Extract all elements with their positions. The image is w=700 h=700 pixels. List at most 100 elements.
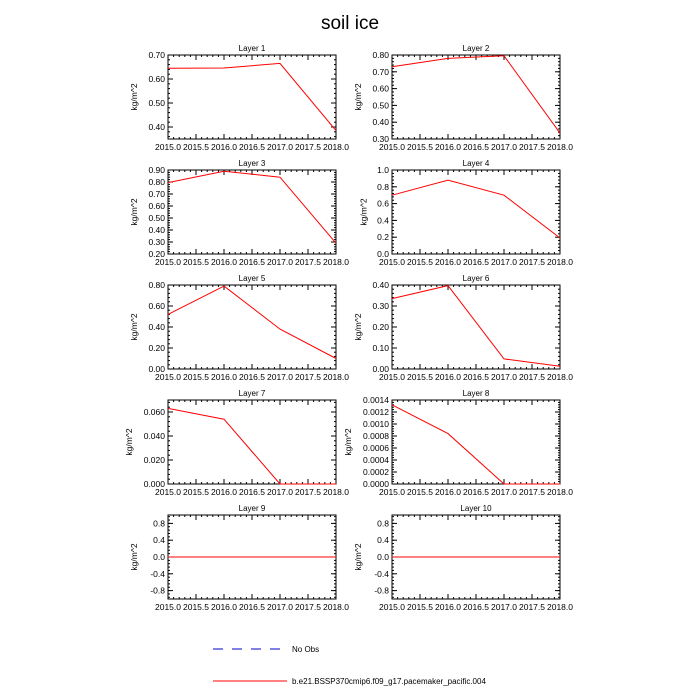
y-tick-label: 0.50 bbox=[148, 98, 165, 108]
series-line bbox=[391, 404, 560, 485]
y-axis-label: kg/m^2 bbox=[343, 428, 353, 455]
x-tick-label: 2015.0 bbox=[155, 372, 181, 382]
y-tick-label: 0.90 bbox=[148, 165, 165, 175]
panel-title: Layer 10 bbox=[460, 504, 492, 513]
x-tick-label: 2017.5 bbox=[295, 372, 321, 382]
y-tick-label: 0.40 bbox=[372, 117, 389, 127]
panel-title: Layer 2 bbox=[463, 44, 490, 53]
series-line bbox=[167, 170, 337, 244]
x-tick-label: 2016.5 bbox=[239, 142, 265, 152]
x-tick-label: 2017.0 bbox=[267, 372, 293, 382]
x-tick-label: 2015.5 bbox=[183, 487, 209, 497]
x-tick-label: 2017.5 bbox=[295, 487, 321, 497]
x-tick-label: 2016.5 bbox=[463, 257, 489, 267]
y-tick-label: 0.30 bbox=[372, 301, 389, 311]
x-tick-label: 2017.0 bbox=[267, 257, 293, 267]
x-tick-label: 2016.0 bbox=[211, 487, 237, 497]
x-tick-label: 2015.5 bbox=[183, 142, 209, 152]
y-tick-label: 0.60 bbox=[372, 84, 389, 94]
x-tick-label: 2016.5 bbox=[463, 602, 489, 612]
y-tick-label: 0.8 bbox=[153, 518, 165, 528]
y-tick-label: -0.4 bbox=[150, 569, 165, 579]
legend: No Obs b.e21.BSSP370cmip6.f09_g17.pacemak… bbox=[213, 645, 486, 686]
x-tick-label: 2015.0 bbox=[379, 372, 405, 382]
x-tick-label: 2016.0 bbox=[211, 602, 237, 612]
x-tick-label: 2015.5 bbox=[183, 372, 209, 382]
x-tick-label: 2017.5 bbox=[519, 142, 545, 152]
y-axis-label: kg/m^2 bbox=[129, 313, 139, 340]
y-tick-label: 0.40 bbox=[148, 322, 165, 332]
x-tick-label: 2016.5 bbox=[239, 602, 265, 612]
y-tick-label: 0.20 bbox=[148, 343, 165, 353]
y-tick-label: 0.80 bbox=[148, 280, 165, 290]
y-tick-label: 0.0000 bbox=[363, 479, 389, 489]
x-tick-label: 2015.5 bbox=[407, 257, 433, 267]
y-tick-label: 0.4 bbox=[377, 215, 389, 225]
y-tick-label: 0.70 bbox=[372, 67, 389, 77]
x-tick-label: 2016.5 bbox=[239, 372, 265, 382]
y-tick-label: 0.8 bbox=[377, 182, 389, 192]
y-tick-label: 0.80 bbox=[372, 50, 389, 60]
y-tick-label: 0.00 bbox=[372, 364, 389, 374]
x-tick-label: 2016.0 bbox=[435, 487, 461, 497]
y-tick-label: 0.60 bbox=[148, 74, 165, 84]
panel-title: Layer 9 bbox=[239, 504, 266, 513]
x-tick-label: 2017.5 bbox=[295, 602, 321, 612]
y-axis-label: kg/m^2 bbox=[124, 428, 134, 455]
plot-frame bbox=[391, 284, 561, 370]
y-tick-label: 0.50 bbox=[148, 213, 165, 223]
panel-title: Layer 5 bbox=[239, 274, 266, 283]
x-tick-label: 2015.0 bbox=[379, 487, 405, 497]
x-tick-label: 2017.5 bbox=[519, 372, 545, 382]
y-tick-label: 0.0002 bbox=[363, 467, 389, 477]
y-tick-label: 0.020 bbox=[144, 455, 166, 465]
y-tick-label: 0.40 bbox=[148, 122, 165, 132]
x-tick-label: 2018.0 bbox=[323, 372, 349, 382]
x-tick-label: 2017.5 bbox=[519, 602, 545, 612]
x-tick-label: 2017.5 bbox=[519, 257, 545, 267]
x-tick-label: 2016.0 bbox=[435, 142, 461, 152]
y-tick-label: 0.30 bbox=[372, 134, 389, 144]
plot-frame bbox=[391, 169, 561, 255]
x-tick-label: 2015.0 bbox=[155, 602, 181, 612]
figure-title: soil ice bbox=[321, 13, 379, 34]
x-tick-label: 2015.5 bbox=[407, 142, 433, 152]
x-tick-label: 2017.0 bbox=[491, 487, 517, 497]
panel-title: Layer 6 bbox=[463, 274, 490, 283]
series-line bbox=[391, 285, 561, 367]
x-tick-label: 2017.0 bbox=[267, 487, 293, 497]
y-tick-label: 0.40 bbox=[148, 225, 165, 235]
y-tick-label: 0.0014 bbox=[363, 395, 389, 405]
x-tick-label: 2016.0 bbox=[435, 602, 461, 612]
x-tick-label: 2015.0 bbox=[379, 602, 405, 612]
y-tick-label: 0.70 bbox=[148, 189, 165, 199]
x-tick-label: 2015.0 bbox=[379, 257, 405, 267]
x-tick-label: 2017.0 bbox=[267, 602, 293, 612]
y-tick-label: 0.80 bbox=[148, 177, 165, 187]
y-tick-label: -0.4 bbox=[374, 569, 389, 579]
y-axis-label: kg/m^2 bbox=[129, 198, 139, 225]
y-tick-label: 0.20 bbox=[148, 249, 165, 259]
y-axis-label: kg/m^2 bbox=[129, 543, 139, 570]
x-tick-label: 2017.5 bbox=[295, 257, 321, 267]
y-tick-label: 0.0012 bbox=[363, 407, 389, 417]
x-tick-label: 2016.0 bbox=[435, 372, 461, 382]
y-tick-label: 0.0 bbox=[377, 249, 389, 259]
series-line bbox=[167, 285, 337, 359]
plot-frame bbox=[167, 54, 337, 140]
panel-title: Layer 4 bbox=[463, 159, 490, 168]
x-tick-label: 2017.5 bbox=[519, 487, 545, 497]
x-tick-label: 2015.0 bbox=[155, 142, 181, 152]
series-line bbox=[391, 179, 561, 239]
x-tick-label: 2015.0 bbox=[155, 257, 181, 267]
y-tick-label: 0.040 bbox=[144, 431, 166, 441]
